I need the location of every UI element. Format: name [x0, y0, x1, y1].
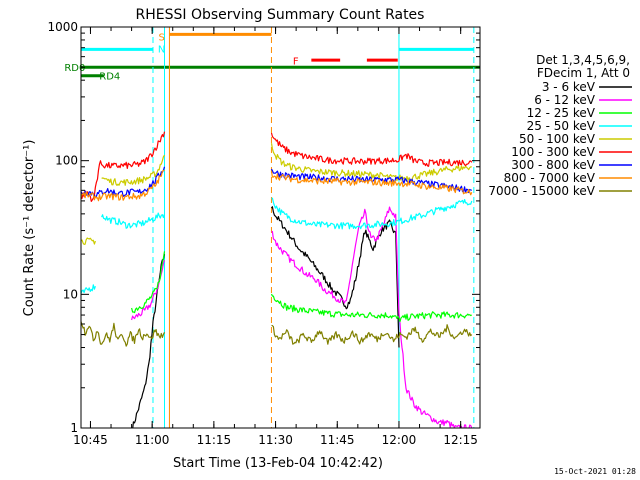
x-tick-label: 10:45: [73, 433, 108, 447]
series-line: [270, 132, 473, 167]
data-series: [81, 131, 473, 428]
legend-entry-label: 300 - 800 keV: [511, 158, 595, 172]
y-axis-label: Count Rate (s⁻¹ detector⁻¹): [22, 140, 37, 317]
annotation-label: N: [158, 45, 165, 56]
annotation-label: F: [293, 57, 299, 68]
x-axis: 10:45 11:00 11:15 11:30 11:45 12:00 12:15: [73, 27, 478, 447]
y-tick-label: 1000: [47, 20, 78, 34]
y-tick-label: 10: [63, 287, 78, 301]
series-line: [131, 260, 166, 321]
x-tick-label: 11:45: [320, 433, 355, 447]
series-line: [81, 237, 96, 245]
annotations: SN F RD0 RD4: [64, 32, 299, 82]
series-line: [81, 321, 166, 347]
y-tick-label: 100: [55, 154, 78, 168]
series-line: [131, 251, 166, 314]
series-line: [271, 197, 473, 230]
series-line: [81, 131, 166, 202]
series-line: [271, 206, 473, 428]
legend-header-2: FDecim 1, Att 0: [537, 66, 630, 80]
legend-header-1: Det 1,3,4,5,6,9,: [536, 53, 630, 67]
x-tick-label: 12:15: [443, 433, 478, 447]
series-line: [81, 169, 165, 202]
series-line: [270, 171, 473, 196]
timestamp: 15-Oct-2021 01:28: [554, 467, 636, 476]
y-tick-label: 1: [70, 421, 78, 435]
y-axis: 1 10 100 1000: [47, 20, 480, 435]
x-tick-label: 12:00: [382, 433, 417, 447]
x-axis-label: Start Time (13-Feb-04 10:42:42): [173, 456, 383, 471]
x-tick-label: 11:00: [135, 433, 170, 447]
legend-entry-label: 50 - 100 keV: [519, 132, 596, 146]
series-line: [101, 154, 166, 186]
status-bars: [81, 32, 480, 78]
series-line: [271, 324, 473, 345]
annotation-label: S: [158, 32, 164, 43]
legend-entry-label: 3 - 6 keV: [542, 80, 596, 94]
series-line: [101, 212, 166, 229]
annotation-label: RD0: [64, 63, 85, 74]
series-line: [81, 284, 96, 294]
series-line: [270, 293, 473, 323]
legend: Det 1,3,4,5,6,9, FDecim 1, Att 0 3 - 6 k…: [488, 53, 632, 198]
legend-entry-label: 6 - 12 keV: [534, 93, 596, 107]
x-tick-label: 11:30: [258, 433, 293, 447]
chart-title: RHESSI Observing Summary Count Rates: [136, 7, 425, 23]
x-tick-label: 11:15: [197, 433, 232, 447]
legend-entry-label: 7000 - 15000 keV: [488, 184, 595, 198]
legend-entry-label: 25 - 50 keV: [527, 119, 596, 133]
annotation-label: RD4: [99, 72, 120, 83]
legend-entry-label: 12 - 25 keV: [527, 106, 596, 120]
plot-frame: [80, 26, 481, 429]
boundary-lines: [152, 27, 475, 428]
series-line: [270, 143, 472, 182]
legend-entry-label: 800 - 7000 keV: [504, 171, 596, 185]
legend-entry-label: 100 - 300 keV: [511, 145, 595, 159]
